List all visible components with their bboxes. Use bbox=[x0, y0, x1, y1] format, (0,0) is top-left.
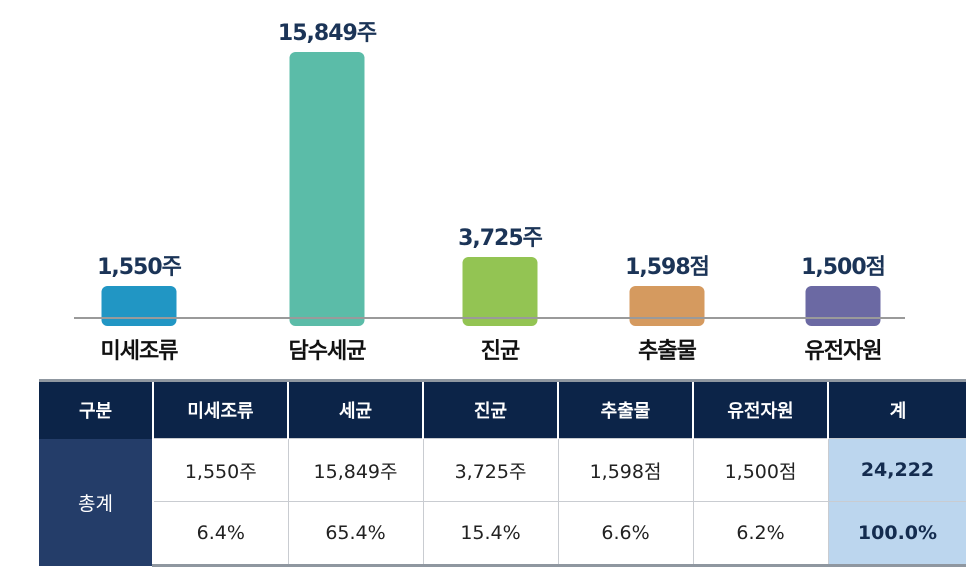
count-cell-bacteria: 15,849주 bbox=[287, 438, 424, 502]
percent-cell-genetic-resources: 6.2% bbox=[692, 501, 829, 567]
bar-3 bbox=[629, 286, 705, 326]
header-total: 계 bbox=[828, 379, 966, 439]
category-label-3: 추출물 bbox=[638, 339, 696, 364]
category-label-2: 진균 bbox=[481, 339, 520, 364]
percent-cell-fungi: 15.4% bbox=[422, 501, 559, 567]
count-cell-genetic-resources: 1,500점 bbox=[692, 438, 829, 502]
bar-2 bbox=[462, 257, 538, 326]
percent-cell-microalgae: 6.4% bbox=[152, 501, 289, 567]
table-row-counts: 총계 1,550주 15,849주 3,725주 1,598점 1,500점 2… bbox=[39, 438, 966, 566]
bar-4 bbox=[805, 286, 881, 326]
bar-value-label-3: 1,598점 bbox=[625, 255, 709, 280]
category-label-4: 유전자원 bbox=[805, 339, 882, 364]
header-genetic-resources: 유전자원 bbox=[693, 379, 829, 439]
percent-cell-total: 100.0% bbox=[827, 501, 966, 567]
table-header-row: 구분 미세조류 세균 진균 추출물 유전자원 계 bbox=[39, 379, 966, 439]
header-extracts: 추출물 bbox=[558, 379, 694, 439]
category-label-1: 담수세균 bbox=[289, 339, 367, 364]
count-cell-microalgae: 1,550주 bbox=[152, 438, 289, 502]
category-label-0: 미세조류 bbox=[101, 339, 179, 364]
percent-cell-bacteria: 65.4% bbox=[287, 501, 424, 567]
header-category: 구분 bbox=[39, 379, 154, 439]
count-cell-total: 24,222 bbox=[827, 438, 966, 502]
bar-value-label-0: 1,550주 bbox=[97, 255, 182, 280]
bar-1 bbox=[289, 52, 365, 326]
header-bacteria: 세균 bbox=[288, 379, 424, 439]
header-microalgae: 미세조류 bbox=[153, 379, 289, 439]
count-cell-fungi: 3,725주 bbox=[422, 438, 559, 502]
row-header-total: 총계 bbox=[39, 438, 154, 566]
bar-value-label-2: 3,725주 bbox=[458, 226, 543, 251]
bar-0 bbox=[101, 286, 177, 326]
bar-value-label-1: 15,849주 bbox=[278, 21, 377, 46]
bar-value-label-4: 1,500점 bbox=[801, 255, 885, 280]
summary-table: 구분 미세조류 세균 진균 추출물 유전자원 계 총계 1,550주 15,84… bbox=[39, 379, 966, 567]
count-cell-extracts: 1,598점 bbox=[557, 438, 694, 502]
header-fungi: 진균 bbox=[423, 379, 559, 439]
table-row-percents: 6.4% 65.4% 15.4% 6.6% 6.2% 100.0% bbox=[39, 501, 966, 567]
percent-cell-extracts: 6.6% bbox=[557, 501, 694, 567]
